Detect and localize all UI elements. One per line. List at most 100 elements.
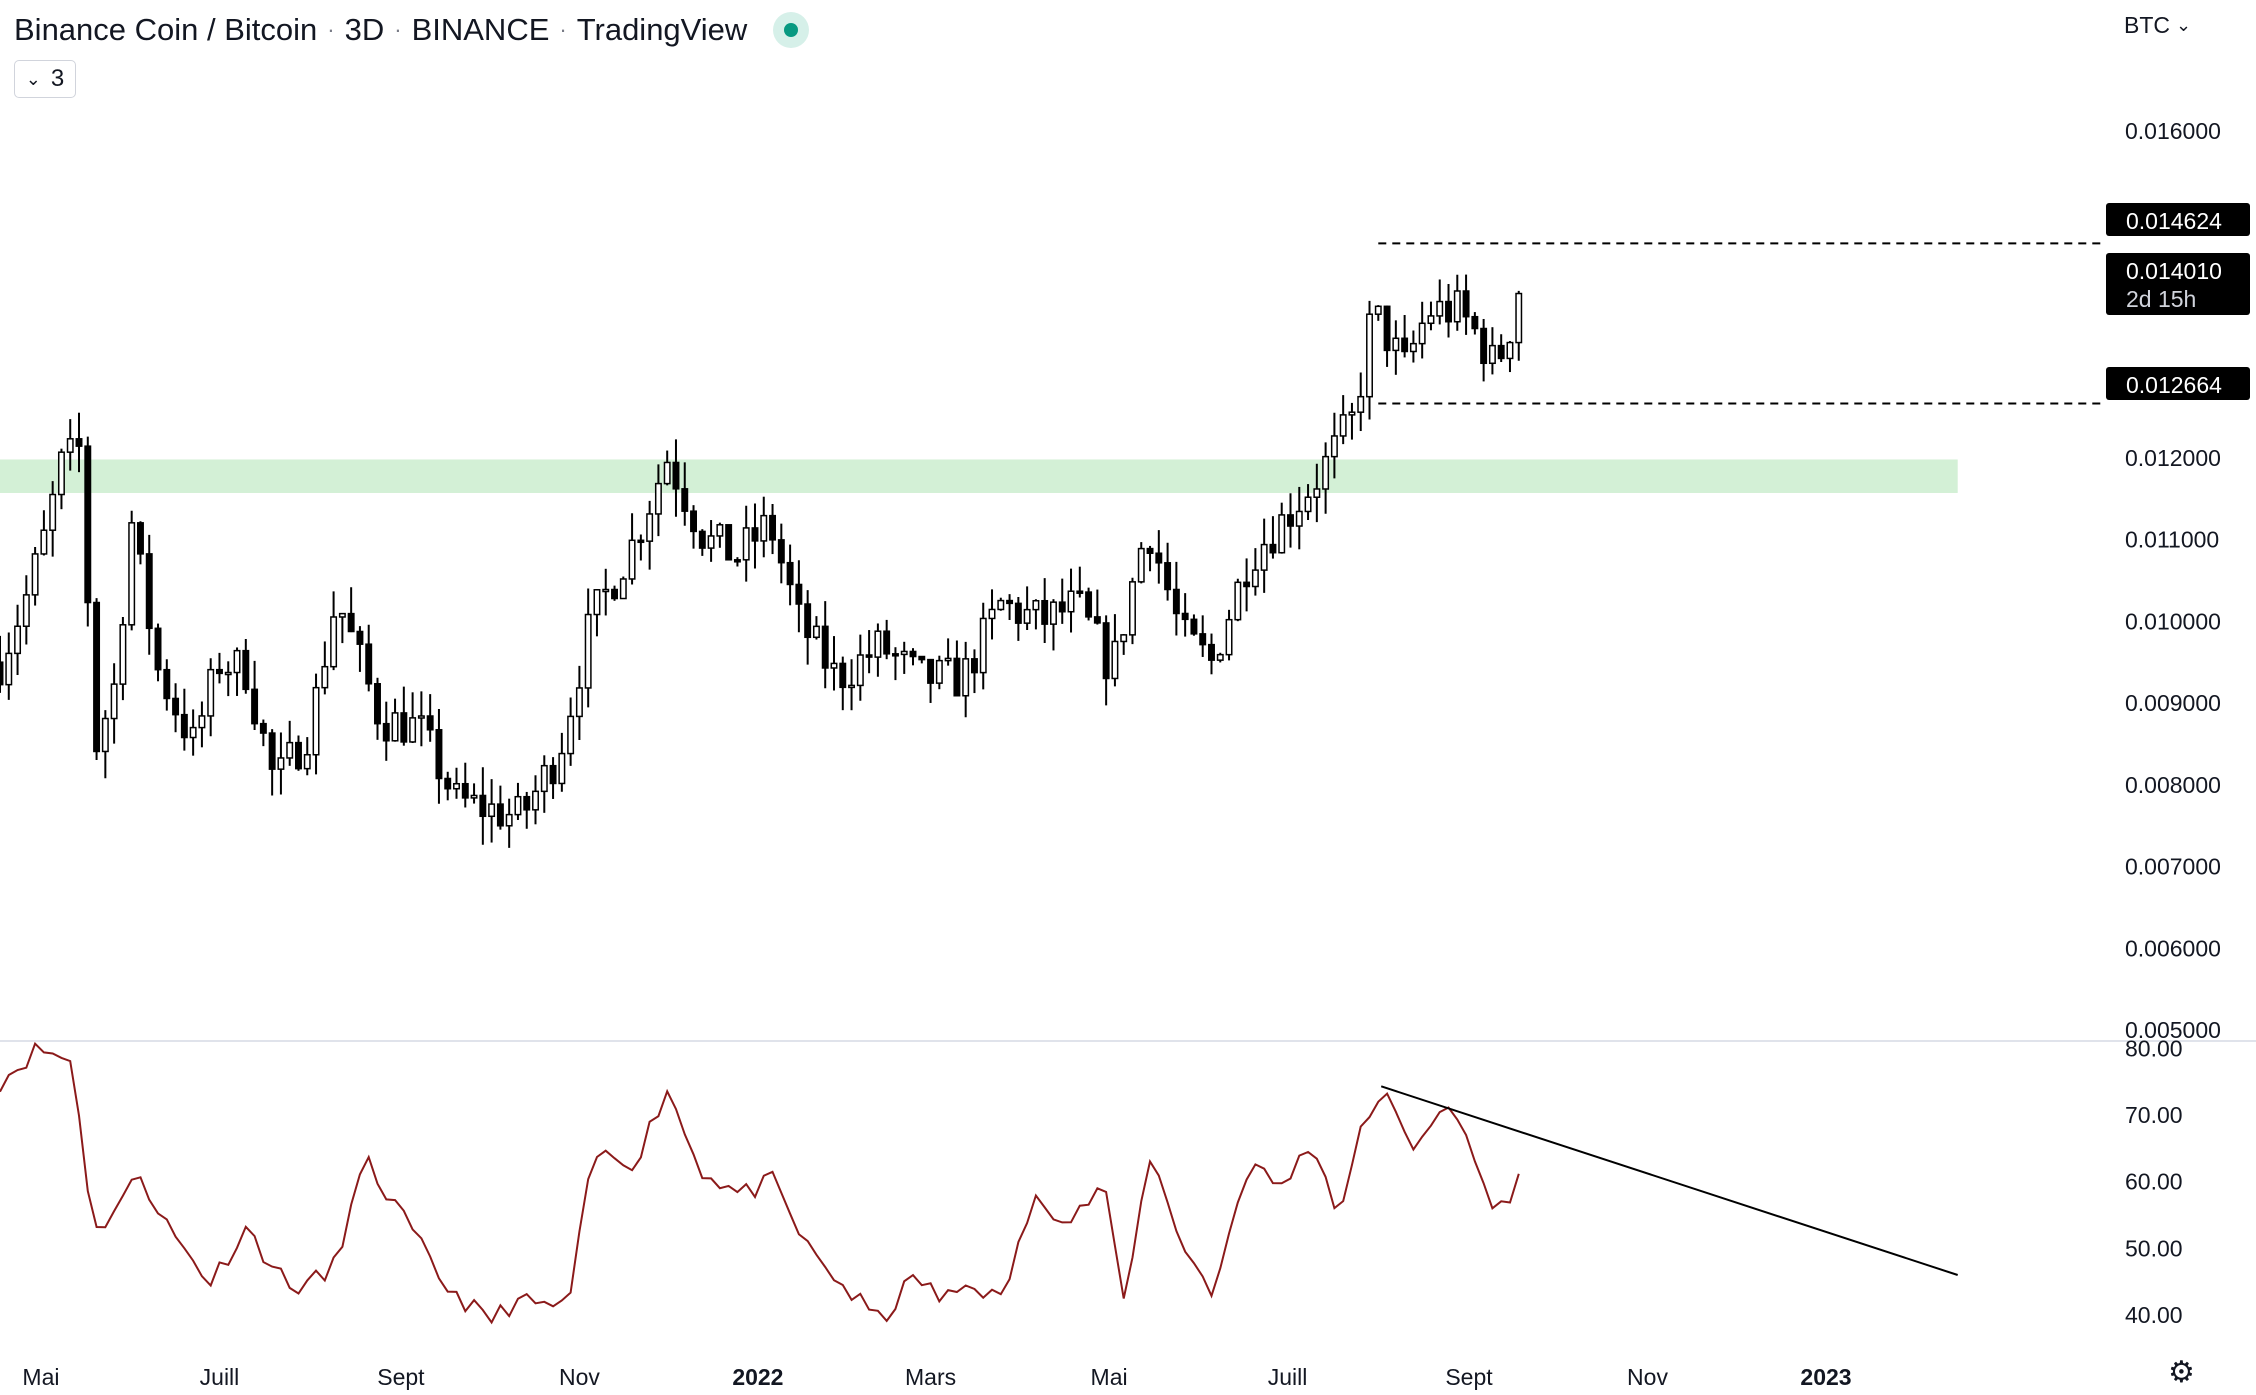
separator-dot: · <box>394 17 402 42</box>
high-price-tag-bg <box>2106 203 2250 236</box>
support-resistance-zone <box>0 459 1958 493</box>
candle-body <box>1041 599 1049 625</box>
interval-label[interactable]: 3D <box>344 12 385 47</box>
candle-body <box>1023 608 1031 624</box>
rsi-tick-label: 50.00 <box>2125 1235 2183 1261</box>
price-pane[interactable] <box>0 242 2104 848</box>
status-dot-icon[interactable] <box>773 12 810 48</box>
candle-body <box>953 657 961 697</box>
candle-body <box>1506 341 1514 360</box>
candle-body <box>330 616 338 668</box>
candle-body <box>1058 601 1066 613</box>
candle-body <box>584 613 592 689</box>
candle-body <box>461 782 469 799</box>
candle-body <box>707 535 715 549</box>
symbol-header[interactable]: Binance Coin / Bitcoin · 3D · BINANCE · … <box>14 12 810 48</box>
candle-body <box>488 803 496 818</box>
time-tick-label: 2022 <box>732 1364 783 1390</box>
candle-body <box>75 438 83 447</box>
candle-body <box>786 561 794 586</box>
time-tick-label: Sept <box>377 1364 425 1390</box>
candles <box>0 274 1523 848</box>
candle-body <box>49 493 57 531</box>
price-tick-label: 0.010000 <box>2125 608 2221 634</box>
candle-body <box>1216 653 1224 661</box>
candle-body <box>303 753 311 770</box>
candle-body <box>347 612 355 633</box>
candle-body <box>821 625 829 669</box>
candle-body <box>172 697 180 716</box>
candle-body <box>979 617 987 674</box>
rsi-axis[interactable]: 40.00 50.00 60.00 70.00 80.00 <box>2125 1035 2183 1328</box>
candle-body <box>760 514 768 542</box>
indicator-count: 3 <box>50 65 65 92</box>
rsi-series-line <box>0 1041 1520 1325</box>
candle-body <box>435 729 443 780</box>
candle-body <box>1418 322 1426 345</box>
candle-body <box>180 713 188 739</box>
candle-body <box>479 794 487 818</box>
candle-body <box>163 668 171 700</box>
rsi-tick-label: 60.00 <box>2125 1169 2183 1195</box>
candle-body <box>1049 601 1057 625</box>
separator-dot: · <box>327 17 335 42</box>
candle-body <box>1129 581 1136 636</box>
candle-body <box>1234 581 1242 621</box>
time-tick-label: Juill <box>1268 1364 1308 1390</box>
source-label: TradingView <box>576 12 748 47</box>
candle-body <box>1164 562 1172 591</box>
candle-body <box>1181 612 1189 621</box>
candle-body <box>1462 290 1470 318</box>
time-tick-label: Nov <box>559 1364 600 1390</box>
candle-body <box>1137 547 1145 583</box>
time-tick-label: Mars <box>905 1364 956 1390</box>
candle-body <box>198 715 206 729</box>
price-tags: 0.014624 0.014010 2d 15h 0.012664 <box>2106 203 2250 400</box>
rsi-tick-label: 70.00 <box>2125 1102 2183 1128</box>
rsi-tick-label: 80.00 <box>2125 1035 2183 1061</box>
low-price-tag-bg <box>2106 367 2250 400</box>
candle-body <box>1190 618 1198 635</box>
candle-body <box>382 722 390 742</box>
candle-body <box>1199 633 1207 646</box>
settings-gear-icon[interactable]: ⚙ <box>2168 1356 2195 1389</box>
candle-body <box>935 659 943 684</box>
candle-body <box>356 630 364 645</box>
candle-body <box>1304 496 1312 513</box>
currency-selector[interactable]: BTC ⌄ <box>2124 12 2191 39</box>
candle-body <box>1471 315 1479 330</box>
candle-body <box>1006 599 1014 605</box>
candle-body <box>216 668 223 675</box>
candle-body <box>0 661 4 686</box>
candle-body <box>1269 543 1277 554</box>
time-axis[interactable]: Mai Juill Sept Nov 2022 Mars Mai Juill Sept Nov 20… <box>22 1364 1851 1390</box>
candle-body <box>672 461 680 490</box>
candle-body <box>619 578 627 600</box>
indicator-legend-toggle[interactable]: ⌄ 3 <box>14 60 76 98</box>
candle-body <box>22 594 30 628</box>
price-tick-label: 0.007000 <box>2125 854 2221 880</box>
candle-body <box>57 451 65 496</box>
candle-body <box>514 795 522 816</box>
candle-body <box>470 794 478 799</box>
candle-body <box>1366 313 1373 398</box>
time-tick-label: 2023 <box>1800 1364 1851 1390</box>
candle-body <box>1120 634 1128 643</box>
price-tick-label: 0.005000 <box>2125 1017 2221 1043</box>
candle-body <box>733 559 741 563</box>
time-tick-label: Juill <box>200 1364 240 1390</box>
candle-body <box>66 438 74 453</box>
rsi-pane[interactable] <box>0 1041 1959 1325</box>
candle-body <box>1357 395 1365 413</box>
candle-body <box>259 722 267 734</box>
candle-body <box>1427 315 1435 325</box>
symbol-name[interactable]: Binance Coin / Bitcoin <box>14 12 318 47</box>
candle-body <box>251 688 259 725</box>
price-tick-label: 0.016000 <box>2125 118 2221 144</box>
candle-body <box>1260 543 1268 571</box>
candle-body <box>716 524 724 537</box>
candle-body <box>1436 300 1444 317</box>
candle-body <box>654 482 662 515</box>
candle-body <box>1102 622 1110 680</box>
